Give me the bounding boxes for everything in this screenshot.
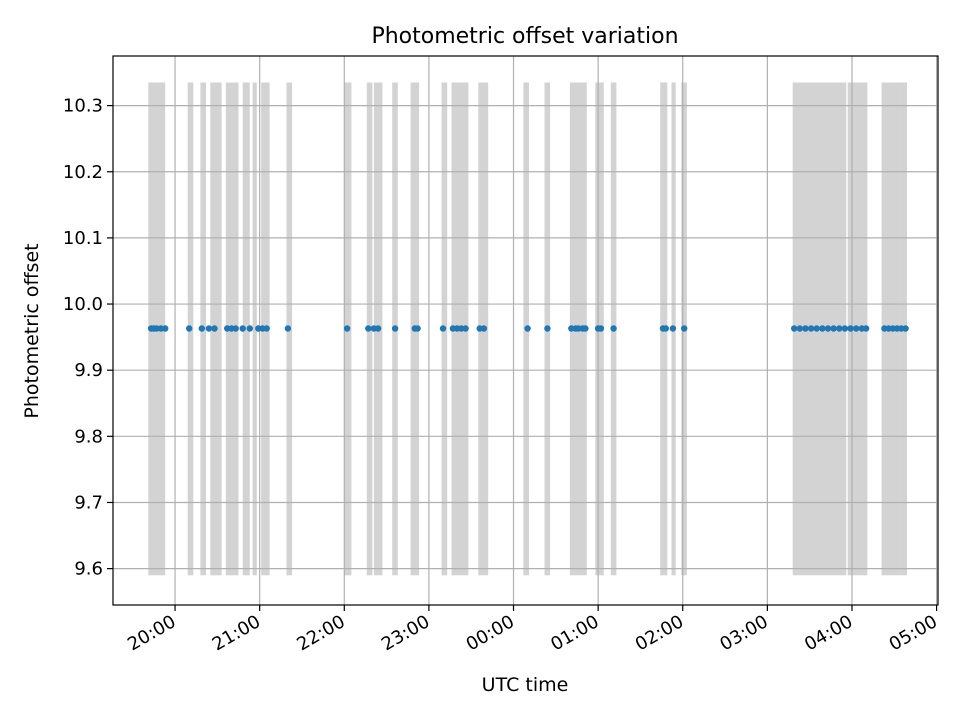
data-point [791,325,798,332]
shaded-band [252,82,257,576]
data-point [284,325,292,332]
data-point [343,325,351,332]
data-point [162,325,169,332]
data-point [813,325,820,332]
data-point [681,325,688,332]
y-tick-label: 10.1 [63,228,103,249]
data-point [669,325,677,332]
y-axis: 9.6 9.7 9.8 9.9 10.0 10.1 10.2 10.3 [63,96,113,580]
data-point [862,325,870,332]
data-point [462,325,469,332]
y-tick-label: 9.8 [74,426,103,447]
data-point [802,325,809,332]
data-point [847,325,854,332]
data-point [524,325,531,332]
data-point [597,325,605,332]
data-point [186,325,193,332]
data-point [819,325,826,332]
data-points [147,325,909,332]
y-tick-label: 10.3 [63,96,103,117]
data-point [374,325,382,332]
data-point [824,325,832,332]
data-point [246,325,253,332]
data-point [414,325,421,332]
data-point [263,325,270,332]
data-point [807,325,815,332]
data-point [391,325,399,332]
data-point [853,325,860,332]
data-point [544,325,551,332]
y-tick-label: 10.2 [63,162,103,183]
data-point [902,325,909,332]
data-point [836,325,843,332]
y-axis-label: Photometric offset [21,243,43,418]
data-point [662,325,669,332]
data-point [232,325,239,332]
y-tick-label: 9.6 [74,559,103,580]
data-point [841,325,849,332]
x-axis-label: UTC time [482,674,569,696]
data-point [211,325,218,332]
data-point [610,325,617,332]
y-tick-label: 9.9 [74,360,103,381]
data-point [239,325,246,332]
chart-title: Photometric offset variation [371,24,678,49]
data-point [198,325,205,332]
data-point [439,325,447,332]
y-tick-label: 9.7 [74,492,103,513]
data-point [480,325,488,332]
shaded-band [242,82,250,576]
data-point [205,325,213,332]
data-point [582,325,589,332]
data-point [365,325,372,332]
data-point [796,325,803,332]
y-tick-label: 10.0 [63,294,103,315]
plot-frame [112,55,939,606]
data-point [830,325,837,332]
